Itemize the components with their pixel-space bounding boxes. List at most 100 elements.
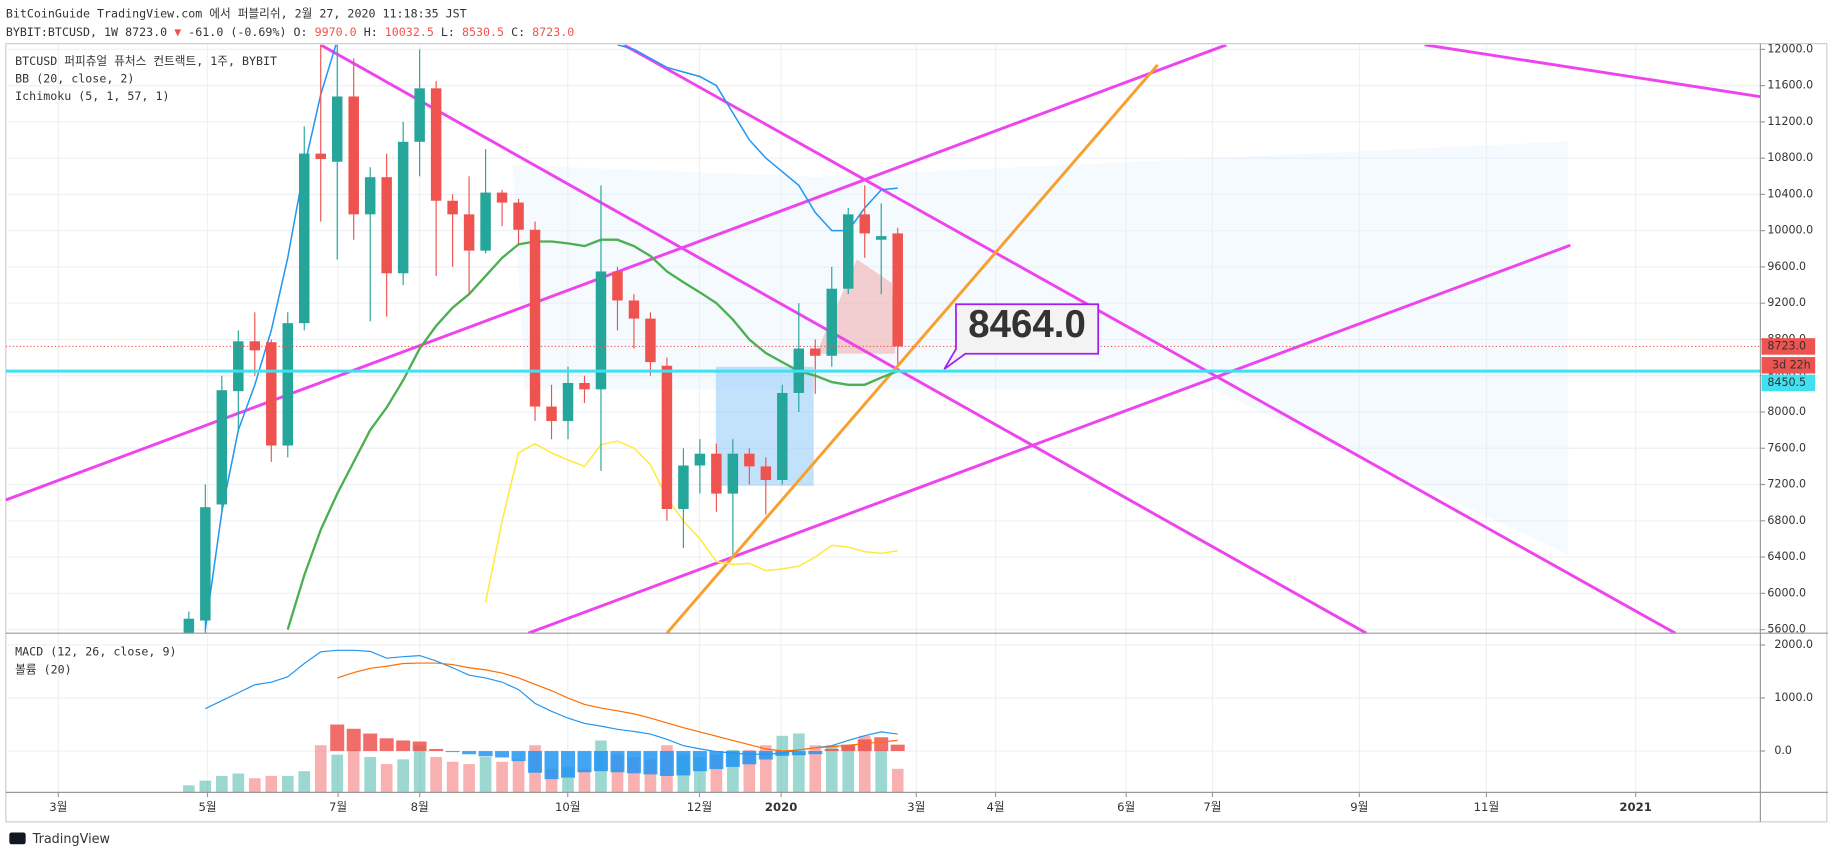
trendline bbox=[1424, 44, 1761, 99]
ohlc-value: 8530.5 bbox=[462, 24, 504, 38]
x-tick-label: 2020 bbox=[765, 800, 797, 814]
histogram-bar bbox=[593, 751, 608, 772]
histogram-bar bbox=[874, 737, 889, 752]
candle-body bbox=[529, 229, 541, 407]
price-badge bbox=[1761, 338, 1816, 355]
candle-body bbox=[694, 453, 706, 466]
histogram-bar bbox=[725, 751, 740, 767]
y-tick-label: 9600.0 bbox=[1767, 260, 1806, 273]
x-tick-label: 3월 bbox=[907, 800, 925, 814]
y-tick-label: 6000.0 bbox=[1767, 586, 1806, 599]
x-tick-label: 10월 bbox=[555, 800, 581, 814]
histogram-bar bbox=[511, 751, 526, 762]
candle-body bbox=[810, 348, 821, 356]
volume-bar bbox=[314, 745, 327, 793]
volume-bar bbox=[413, 745, 426, 793]
header: BitCoinGuide TradingView.com 에서 퍼블리쉬, 2월… bbox=[6, 7, 467, 21]
volume-bar bbox=[347, 749, 360, 793]
candle-body bbox=[216, 390, 228, 505]
candle-body bbox=[595, 271, 607, 390]
candle-body bbox=[562, 382, 574, 422]
candle-body bbox=[678, 465, 689, 510]
volume-bar bbox=[298, 771, 311, 793]
histogram-bar bbox=[478, 751, 493, 757]
candle-body bbox=[661, 365, 673, 510]
volume-bar bbox=[430, 757, 442, 793]
volume-bar bbox=[183, 785, 195, 793]
histogram-bar bbox=[643, 751, 658, 775]
level-badge bbox=[1761, 374, 1816, 392]
volume-bar bbox=[232, 773, 245, 793]
candle-body bbox=[430, 88, 442, 201]
candle-body bbox=[612, 271, 623, 301]
y-tick-label: 6400.0 bbox=[1767, 550, 1806, 563]
y-tick-label: 9200.0 bbox=[1767, 296, 1806, 309]
y-tick-label: 7200.0 bbox=[1767, 477, 1806, 490]
change: -61.0 (-0.69%) bbox=[188, 24, 286, 38]
volume-bar bbox=[496, 761, 508, 793]
histogram-bar bbox=[841, 744, 856, 752]
indicator-line bbox=[484, 440, 898, 603]
candle-body bbox=[463, 214, 475, 251]
volume-bar bbox=[199, 780, 212, 793]
candle-body bbox=[282, 323, 294, 446]
y-tick-label: 2000.0 bbox=[1774, 638, 1813, 651]
candle-body bbox=[348, 96, 359, 215]
candle-body bbox=[233, 341, 244, 392]
y-tick-label: 7600.0 bbox=[1767, 441, 1806, 454]
last: 8723.0 bbox=[125, 24, 167, 38]
x-tick-label: 12월 bbox=[687, 800, 713, 814]
candle-body bbox=[843, 214, 854, 289]
legend-item: 볼륨 (20) bbox=[15, 662, 72, 676]
x-tick-label: 4월 bbox=[987, 800, 1005, 814]
y-tick-label: 6800.0 bbox=[1767, 514, 1806, 527]
y-tick-label: 11200.0 bbox=[1767, 115, 1813, 128]
histogram-bar bbox=[808, 751, 823, 755]
countdown-badge bbox=[1761, 357, 1816, 374]
histogram-bar bbox=[857, 739, 872, 752]
legend-item: MACD (12, 26, close, 9) bbox=[15, 645, 176, 659]
volume-bar bbox=[397, 759, 409, 793]
candle-body bbox=[381, 177, 392, 274]
histogram-bar bbox=[363, 733, 378, 752]
x-tick-label: 3월 bbox=[49, 800, 67, 814]
histogram-bar bbox=[692, 751, 707, 772]
labels: BTCUSD 퍼피츄얼 퓨처스 컨트랙트, 1주, BYBIT BB (20, c… bbox=[15, 42, 1813, 814]
volume-bar bbox=[792, 733, 805, 793]
histogram-bar bbox=[659, 751, 674, 776]
histogram-bar bbox=[544, 751, 559, 780]
ohlc-label: H: bbox=[364, 24, 378, 38]
legend-item: BB (20, close, 2) bbox=[15, 71, 134, 85]
volume-bar bbox=[809, 745, 822, 793]
candle-body bbox=[826, 288, 838, 356]
trendline bbox=[623, 44, 1676, 634]
trendline bbox=[319, 44, 1368, 634]
histogram-bar bbox=[330, 724, 345, 752]
volume-bar bbox=[248, 778, 261, 793]
y-tick-label: 12000.0 bbox=[1767, 42, 1813, 55]
ohlc-value: 9970.0 bbox=[315, 24, 357, 38]
ohlc-value: 10032.5 bbox=[385, 24, 434, 38]
volume-bar bbox=[463, 764, 475, 793]
histogram-bar bbox=[742, 751, 757, 765]
candle-body bbox=[744, 453, 755, 467]
x-tick-label: 11월 bbox=[1474, 800, 1500, 814]
y-tick-label: 10800.0 bbox=[1767, 151, 1813, 164]
candle-body bbox=[266, 342, 277, 446]
candle-body bbox=[760, 466, 772, 480]
candle-body bbox=[200, 507, 211, 621]
main-pane bbox=[5, 44, 1761, 634]
x-tick-label: 5월 bbox=[198, 800, 216, 814]
logo bbox=[9, 832, 26, 845]
candle-body bbox=[727, 453, 739, 494]
candle-body bbox=[315, 153, 326, 160]
volume-bar bbox=[710, 754, 723, 793]
volume-bar bbox=[776, 735, 789, 793]
histogram-bar bbox=[379, 738, 394, 752]
candle-body bbox=[711, 453, 722, 494]
histogram-bar bbox=[429, 748, 444, 752]
trendlines bbox=[5, 44, 1761, 634]
level-label: 8450.5 bbox=[1767, 376, 1806, 389]
